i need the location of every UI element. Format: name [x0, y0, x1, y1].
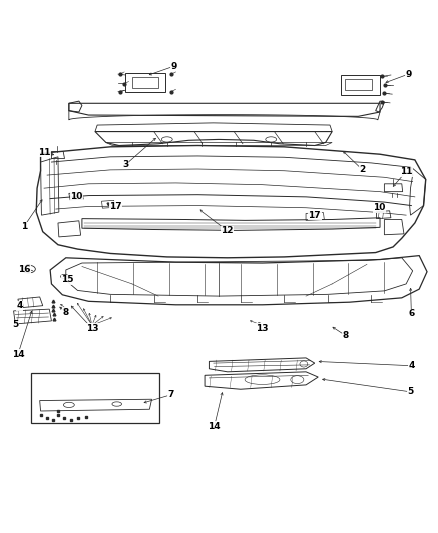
Text: 3: 3	[123, 160, 129, 169]
Text: 17: 17	[308, 211, 321, 220]
Text: 14: 14	[12, 350, 24, 359]
Text: 11: 11	[400, 167, 413, 176]
Text: 11: 11	[38, 148, 50, 157]
Text: 14: 14	[208, 422, 221, 431]
Text: 9: 9	[170, 62, 177, 71]
Text: 6: 6	[408, 309, 414, 318]
Text: 16: 16	[18, 265, 30, 274]
Text: 12: 12	[222, 227, 234, 235]
Text: 4: 4	[408, 361, 414, 370]
Bar	[31, 373, 159, 423]
Text: 5: 5	[12, 320, 18, 329]
Text: 10: 10	[70, 192, 82, 201]
Text: 8: 8	[342, 331, 348, 340]
Text: 8: 8	[63, 308, 69, 317]
Text: 4: 4	[17, 301, 23, 310]
Text: 13: 13	[86, 324, 98, 333]
Text: 13: 13	[256, 324, 269, 333]
Text: 15: 15	[61, 275, 74, 284]
Text: 2: 2	[360, 165, 366, 174]
Text: 1: 1	[21, 222, 27, 231]
Text: 5: 5	[407, 387, 413, 397]
Text: 7: 7	[167, 390, 173, 399]
Text: 17: 17	[109, 202, 122, 211]
Text: 10: 10	[373, 203, 385, 212]
Text: 9: 9	[405, 70, 412, 79]
